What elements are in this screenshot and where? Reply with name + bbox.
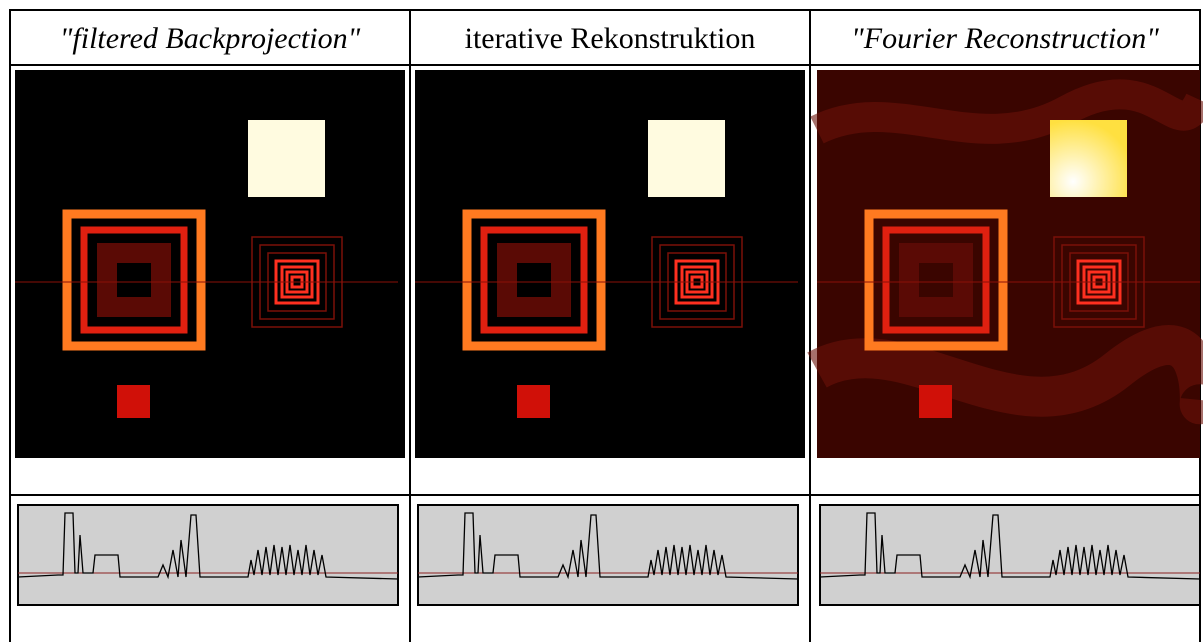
inner-hole (517, 263, 551, 297)
column-header: iterative Rekonstruktion (465, 22, 756, 55)
small-square (517, 385, 550, 418)
inner-hole (919, 263, 953, 297)
bright-square (648, 120, 725, 197)
inner-hole (117, 263, 151, 297)
bright-square (248, 120, 325, 197)
page: "filtered Backprojection" iterative Reko… (0, 0, 1203, 642)
line-profile (418, 505, 798, 605)
image-background (415, 70, 805, 458)
reconstruction-image (817, 70, 1200, 458)
small-square (117, 385, 150, 418)
comparison-table: "filtered Backprojection" iterative Reko… (0, 0, 1203, 642)
small-square (919, 385, 952, 418)
reconstruction-image (415, 70, 805, 458)
reconstruction-image (15, 70, 405, 458)
line-profile (18, 505, 398, 605)
line-profile (820, 505, 1200, 605)
column-header: "Fourier Reconstruction" (851, 22, 1159, 55)
column-header: "filtered Backprojection" (60, 22, 361, 55)
bright-square (1050, 120, 1127, 197)
image-background (15, 70, 405, 458)
